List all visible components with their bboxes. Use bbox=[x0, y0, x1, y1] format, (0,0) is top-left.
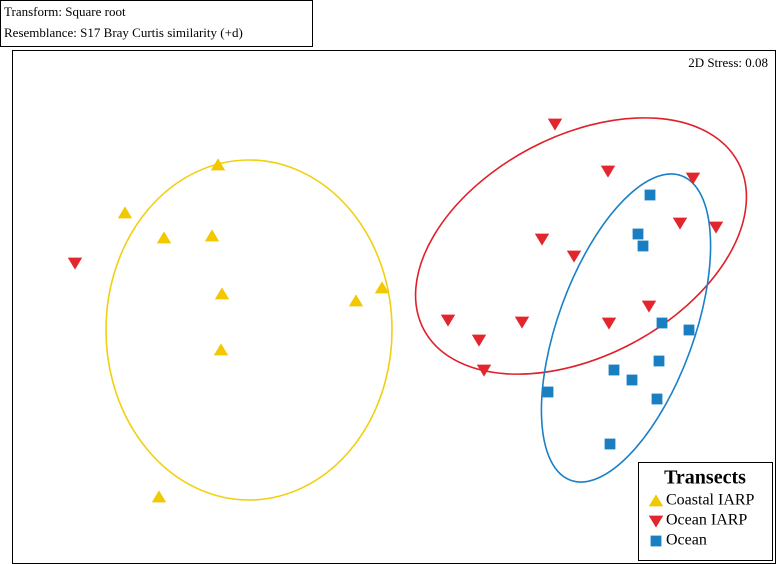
legend-label: Ocean bbox=[666, 532, 707, 549]
header-line: Resemblance: S17 Bray Curtis similarity … bbox=[4, 25, 243, 40]
point bbox=[600, 165, 616, 178]
legend-label: Coastal IARP bbox=[666, 492, 755, 509]
point bbox=[440, 314, 456, 327]
point bbox=[534, 233, 550, 246]
point bbox=[547, 118, 563, 131]
point bbox=[156, 231, 172, 244]
header-line: Transform: Square root bbox=[4, 4, 126, 19]
legend: Coastal IARP Ocean IARP Ocean bbox=[648, 492, 755, 549]
plot-area bbox=[67, 117, 748, 503]
point bbox=[471, 334, 487, 347]
point bbox=[626, 374, 638, 386]
point bbox=[708, 221, 724, 234]
point bbox=[151, 490, 167, 503]
point bbox=[348, 294, 364, 307]
header-box bbox=[0, 0, 313, 47]
point bbox=[601, 317, 617, 330]
point bbox=[210, 158, 226, 171]
legend-label: Ocean IARP bbox=[666, 512, 747, 529]
point bbox=[604, 438, 616, 450]
point bbox=[566, 250, 582, 263]
point bbox=[374, 281, 390, 294]
group-ellipse bbox=[540, 173, 712, 483]
point bbox=[653, 355, 665, 367]
legend-title: Transects bbox=[664, 467, 746, 489]
point bbox=[632, 228, 644, 240]
point bbox=[67, 257, 83, 270]
group-ellipse bbox=[105, 159, 393, 501]
stress-annotation: 2D Stress: 0.08 bbox=[688, 55, 768, 70]
point bbox=[656, 317, 668, 329]
point bbox=[117, 206, 133, 219]
point bbox=[213, 343, 229, 356]
point bbox=[608, 364, 620, 376]
point bbox=[214, 287, 230, 300]
point bbox=[672, 217, 688, 230]
group-ellipse bbox=[414, 117, 748, 375]
legend-swatch bbox=[648, 515, 664, 528]
point bbox=[542, 386, 554, 398]
point bbox=[476, 364, 492, 377]
point bbox=[204, 229, 220, 242]
legend-swatch bbox=[650, 535, 662, 547]
point bbox=[644, 189, 656, 201]
point bbox=[637, 240, 649, 252]
point bbox=[685, 172, 701, 185]
point bbox=[641, 300, 657, 313]
point bbox=[683, 324, 695, 336]
point bbox=[514, 316, 530, 329]
legend-swatch bbox=[648, 494, 664, 507]
point bbox=[651, 393, 663, 405]
